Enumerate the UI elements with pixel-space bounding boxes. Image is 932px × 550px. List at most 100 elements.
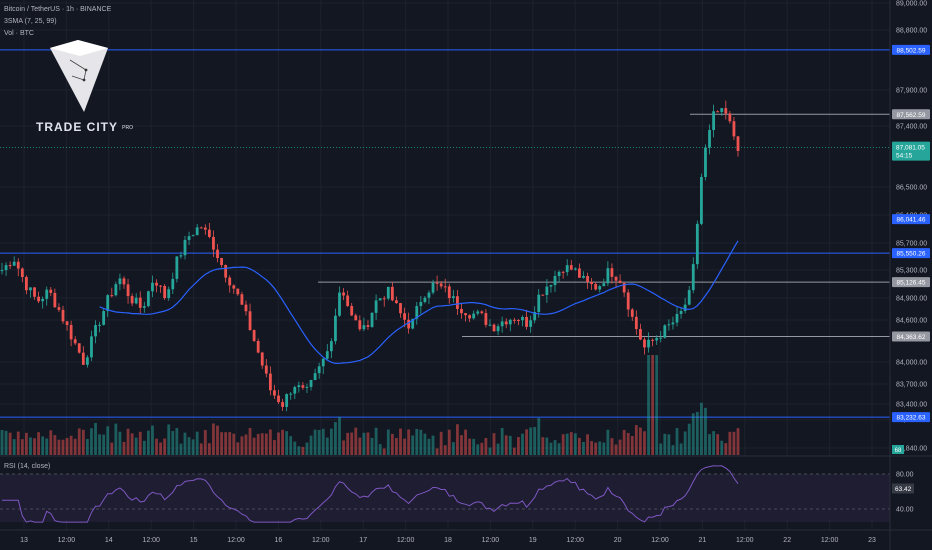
volume-bar [508,435,512,455]
volume-bar [736,428,740,455]
volume-bar [49,430,53,455]
last-price-label: 87,081.05 [896,145,925,152]
volume-bar [435,448,439,455]
sma-indicator-label[interactable]: 3SMA (7, 25, 99) [4,18,57,25]
candle-body [447,286,451,299]
candle-body [366,325,370,327]
candle-body [130,296,134,304]
candle-body [695,223,699,265]
countdown-label: 54:15 [896,153,913,160]
candle-body [163,286,167,299]
volume-bar [614,444,618,455]
volume-bar [691,413,695,455]
volume-bar [309,435,313,455]
volume-bar [517,437,520,455]
brand-wordmark: TRADE CITY PRO [36,120,133,134]
volume-bar [374,427,378,455]
candle-body [362,325,366,330]
volume-bar [720,440,724,455]
volume-bar [163,438,167,455]
candle-body [329,341,333,352]
volume-bar [195,431,199,455]
candle-body [456,296,459,309]
volume-indicator-label[interactable]: Vol · BTC [4,30,34,37]
candle-body [557,271,561,277]
rsi-indicator-label[interactable]: RSI (14, close) [4,463,51,470]
volume-bar [77,428,81,455]
volume-bar [29,437,32,455]
candle-body [533,312,537,321]
candle-body [102,311,106,325]
price-level-tag-label: 86,041.46 [897,217,926,224]
volume-bar [724,443,728,455]
candle-body [151,282,154,292]
volume-bar [443,445,447,455]
volume-bar [138,431,142,455]
volume-bar [622,429,626,455]
candle-body [20,268,24,278]
candle-body [411,318,415,329]
price-tick-label: 83,400.00 [896,402,927,409]
candle-body [691,264,695,291]
candle-body [423,297,427,303]
candle-body [138,297,142,308]
time-tick-label: 15 [190,537,198,544]
candle-body [720,108,724,113]
volume-bar [569,432,573,455]
candle-body [273,390,276,396]
volume-bar [545,437,549,455]
price-tick-label: 84,900.00 [896,296,927,303]
rsi-value-label: 63.42 [895,486,912,493]
candle-body [281,402,284,407]
time-axis[interactable]: 13 12:00 14 12:00 15 12:00 16 12:00 17 12:00 18 12:… [20,537,876,544]
candle-body [90,336,93,358]
candle-body [500,321,504,327]
volume-bar [537,418,541,455]
volume-bar [98,434,101,455]
candle-body [687,290,691,305]
volume-bar [423,433,427,455]
volume-bar [260,433,264,455]
time-tick-label: 12:00 [736,537,754,544]
volume-bar [504,435,508,455]
candle-body [724,108,728,114]
volume-bar [468,438,472,455]
volume-bar [85,438,89,455]
candle-body [203,227,207,230]
price-level-tag [892,331,930,342]
volume-bar [610,438,614,455]
diamond-logo-icon [50,40,108,112]
candle-body [390,286,394,301]
volume-bar [533,426,537,455]
volume-bar [8,432,12,455]
volume-bar [122,441,126,455]
candle-body [49,289,53,293]
volume-bar [61,439,65,455]
candle-body [639,329,642,340]
time-tick-label: 14 [105,537,113,544]
volume-bar [630,435,634,455]
rsi-value-tag [892,483,914,494]
volume-bar [390,433,394,455]
volume-bar [248,428,252,455]
candle-body [659,337,663,339]
candle-body [199,227,203,229]
candle-body [651,339,655,341]
rsi-pane [0,456,890,520]
price-tick-label: 84,000.00 [896,360,927,367]
volume-bar [41,436,45,455]
candle-body [53,292,57,308]
candle-body [289,393,293,395]
volume-bar [317,430,321,455]
volume-bar [212,423,215,455]
time-tick-label: 16 [275,537,283,544]
volume-bar [606,429,610,455]
candle-body [236,288,240,295]
candle-body [464,313,467,316]
volume-bar [264,433,268,455]
volume-bar [427,438,431,455]
symbol-title[interactable]: Bitcoin / TetherUS · 1h · BINANCE [4,6,112,13]
volume-bar [541,437,545,455]
volume-bar [297,446,301,455]
